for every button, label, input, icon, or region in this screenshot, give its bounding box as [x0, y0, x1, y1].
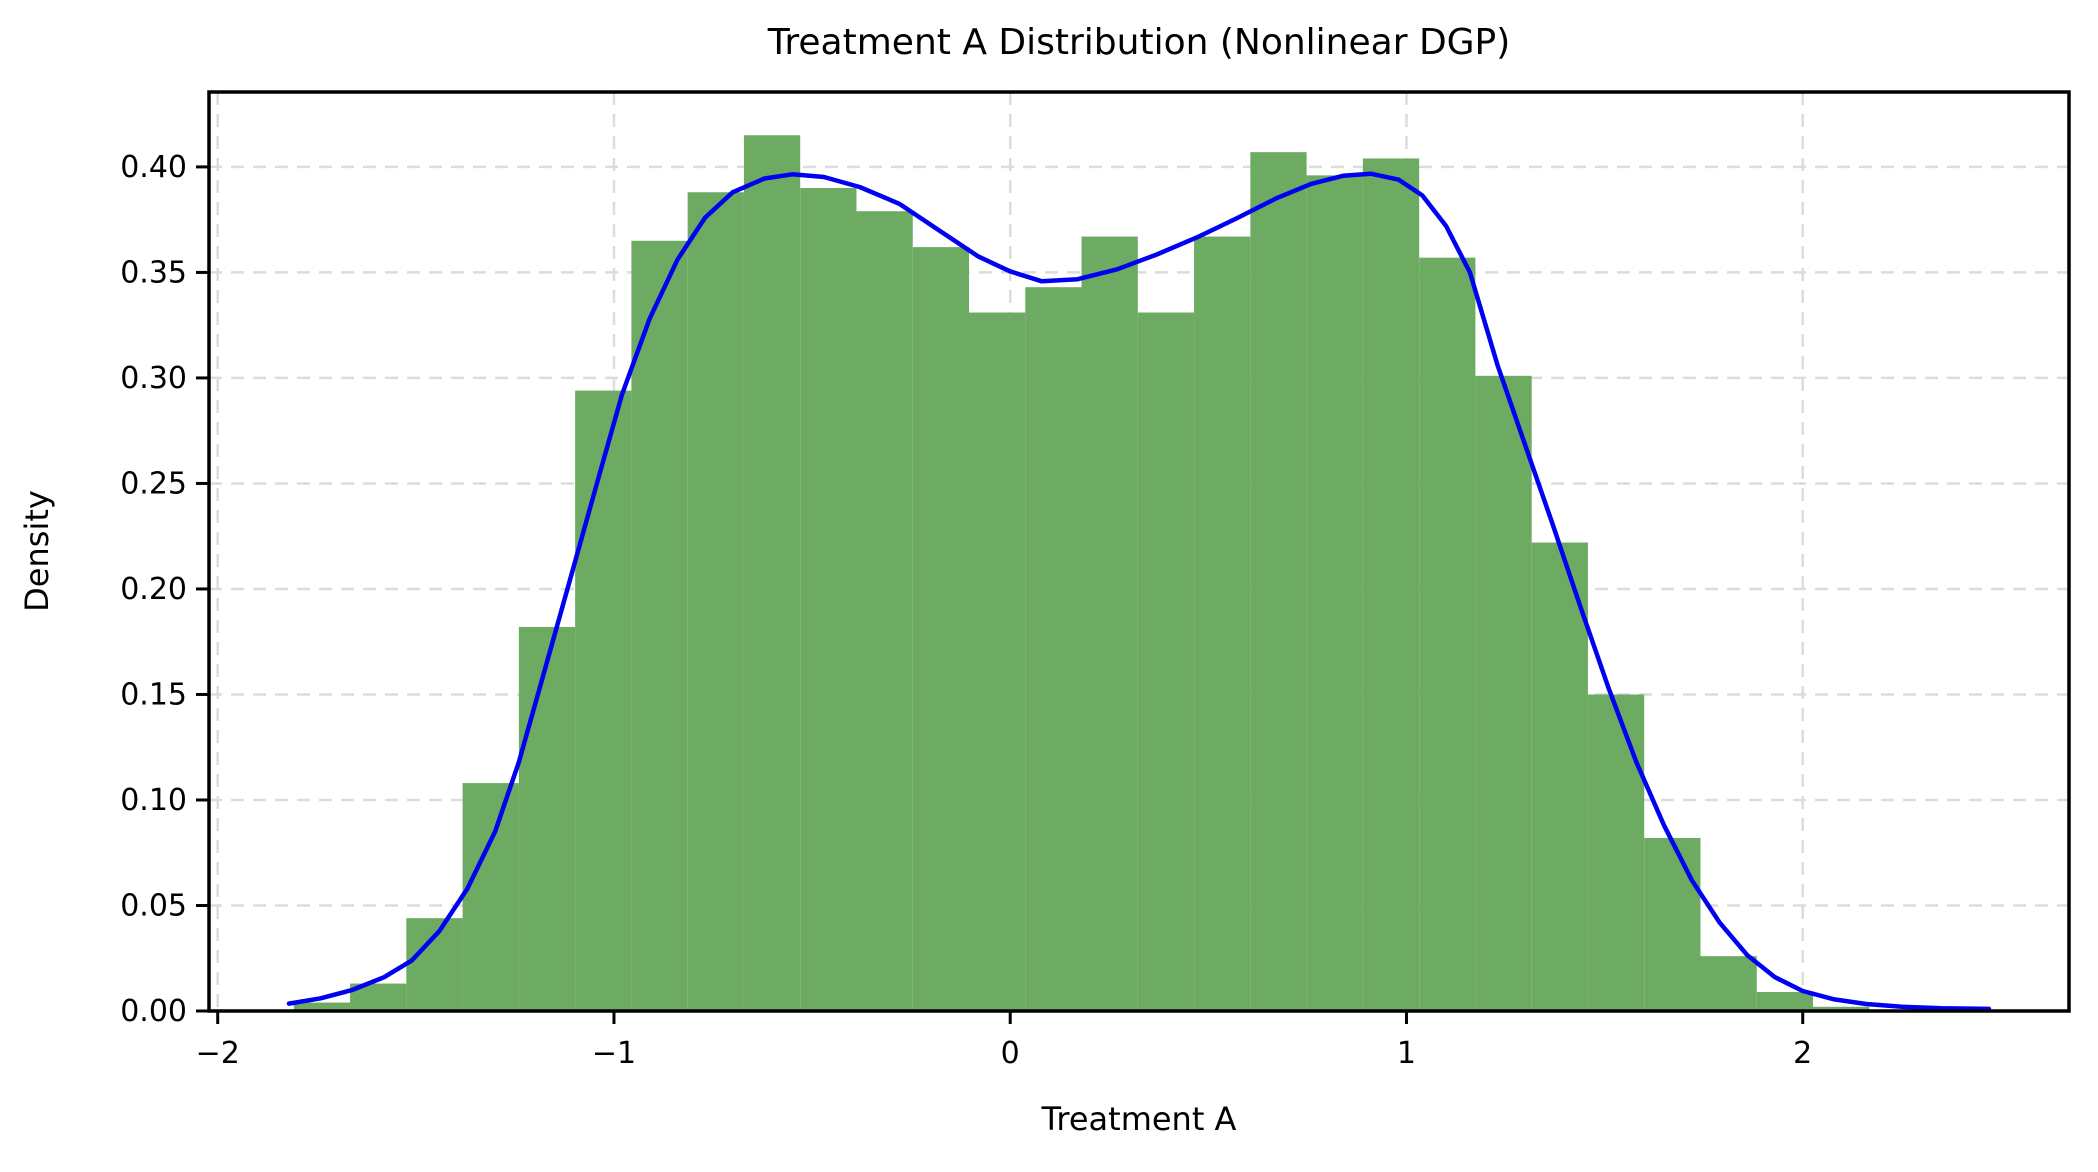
- y-tick-label: 0.30: [120, 361, 187, 396]
- x-tick-label: 0: [1001, 1036, 1020, 1071]
- y-tick-label: 0.00: [120, 994, 187, 1029]
- histogram-bar: [912, 247, 970, 1012]
- histogram-bar: [1362, 158, 1420, 1012]
- y-tick-label: 0.40: [120, 150, 187, 185]
- histogram-bar: [1137, 312, 1195, 1011]
- x-tick-label: 2: [1793, 1036, 1812, 1071]
- plot-frame: [207, 90, 2071, 1013]
- histogram-bar: [800, 188, 857, 1012]
- histogram-bar: [1194, 236, 1251, 1012]
- histogram-bar: [969, 312, 1026, 1011]
- histogram-bar: [1531, 542, 1588, 1011]
- histogram-bar: [518, 626, 576, 1011]
- x-tick-label: −2: [196, 1036, 240, 1071]
- histogram-bar: [462, 783, 519, 1011]
- histogram-bar: [406, 918, 463, 1011]
- histogram-bar: [1475, 375, 1532, 1011]
- histogram-bar: [1306, 175, 1363, 1011]
- y-tick-label: 0.20: [120, 572, 187, 607]
- histogram-bar: [1644, 837, 1701, 1011]
- histogram-bar: [293, 1002, 351, 1011]
- histogram-bar: [743, 135, 801, 1012]
- y-tick-label: 0.25: [120, 466, 187, 501]
- y-axis-label: Density: [18, 490, 56, 612]
- x-tick-label: −1: [592, 1036, 636, 1071]
- axis-ticks: −2 −1 0 1 2 0.00 0.05 0.10 0.15 0.20 0.25 0.30 0.35 0…: [120, 150, 1812, 1071]
- y-tick-label: 0.10: [120, 783, 187, 818]
- histogram-bar: [1756, 992, 1814, 1011]
- histogram-bar: [631, 240, 688, 1011]
- histogram-bar: [1025, 287, 1082, 1011]
- kde-line: [286, 171, 1992, 1012]
- histogram-bar: [1587, 694, 1645, 1011]
- y-tick-label: 0.05: [120, 888, 187, 923]
- histogram-bar: [1419, 257, 1476, 1012]
- histogram-bars: [293, 135, 1870, 1012]
- y-tick-label: 0.15: [120, 677, 187, 712]
- histogram-bar: [856, 211, 913, 1012]
- histogram-bar: [1250, 152, 1307, 1011]
- chart-title: Treatment A Distribution (Nonlinear DGP): [767, 22, 1511, 63]
- histogram-bar: [1813, 1006, 1870, 1011]
- histogram-bar: [1081, 236, 1138, 1012]
- x-axis-label: Treatment A: [1041, 1100, 1237, 1138]
- y-tick-label: 0.35: [120, 255, 187, 290]
- histogram-bar: [1700, 956, 1757, 1011]
- histogram-bar: [687, 192, 744, 1012]
- kde-curve-group: [286, 171, 1992, 1012]
- x-tick-label: 1: [1397, 1036, 1416, 1071]
- histogram-bar: [575, 390, 632, 1012]
